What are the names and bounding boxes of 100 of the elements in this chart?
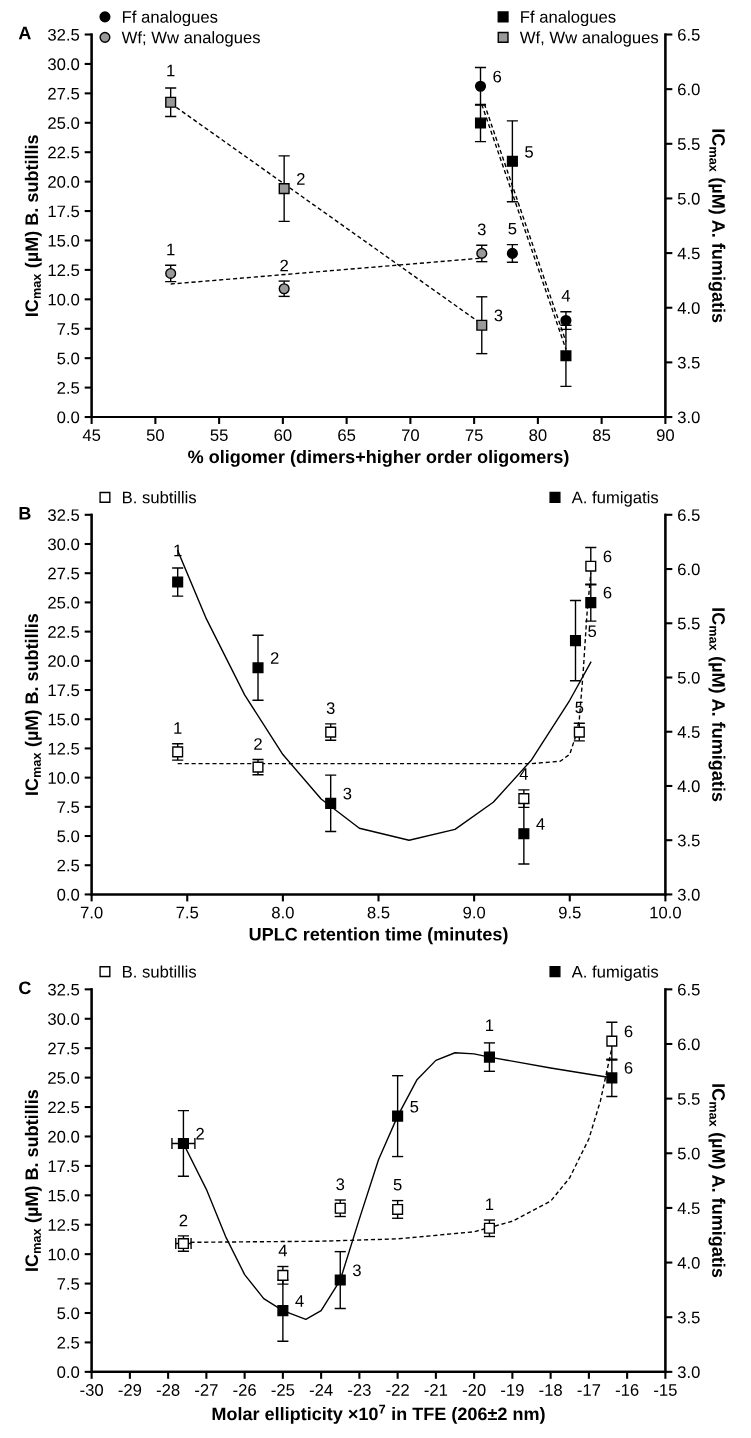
x-tick-label: 10.0 <box>650 906 681 919</box>
y-tick-label: 7.5 <box>57 1278 80 1290</box>
y2-axis-title: IC$_{max}$ (µM) A. fumigatis <box>708 608 726 802</box>
y2-tick-label: 5.0 <box>677 671 700 684</box>
x-axis-title: % oligomer (dimers+higher order oligomers) <box>188 449 569 467</box>
y2-tick-label: 4.5 <box>677 1202 700 1215</box>
y2-tick-label: 3.0 <box>677 888 700 901</box>
annotation: 2 <box>280 259 288 272</box>
y-tick-label: 0.0 <box>57 1366 80 1379</box>
y-tick-label: 32.5 <box>48 28 80 41</box>
annotation: 4 <box>519 768 528 780</box>
y-tick-label: 7.5 <box>57 323 80 335</box>
x-tick-label: 9.0 <box>463 906 486 919</box>
y-tick-label: 12.5 <box>48 264 80 277</box>
y-tick-label: 20.0 <box>48 176 80 188</box>
y-tick-label: 27.5 <box>48 87 80 100</box>
annotation: 4 <box>536 818 545 830</box>
y2-axis-title: IC$_{max}$ (µM) A. fumigatis <box>708 1084 726 1278</box>
annotation: 5 <box>575 701 584 714</box>
x-tick-label: -22 <box>386 1384 409 1396</box>
x-tick-label: 7.5 <box>176 906 199 919</box>
y-tick-label: 30.0 <box>48 1013 80 1025</box>
x-tick-label: -29 <box>118 1384 142 1396</box>
y2-tick-label: 5.5 <box>677 1093 700 1105</box>
y2-tick-label: 3.0 <box>677 411 700 424</box>
annotation: 5 <box>410 1100 419 1113</box>
y-tick-label: 5.0 <box>57 830 80 843</box>
y-tick-label: 15.0 <box>48 1189 80 1202</box>
annotation: 1 <box>167 64 175 77</box>
x-tick-label: 8.5 <box>367 906 390 919</box>
annotation: 6 <box>624 1061 633 1074</box>
y-tick-label: 2.5 <box>57 382 80 394</box>
legend-label: Wf, Ww analogues <box>519 31 659 47</box>
x-tick-label: 90 <box>656 429 674 442</box>
x-tick-label: -27 <box>195 1384 218 1396</box>
annotation: 2 <box>179 1214 188 1227</box>
y-tick-label: 12.5 <box>48 742 80 755</box>
annotation: 4 <box>278 1244 288 1257</box>
x-tick-label: -15 <box>654 1384 677 1396</box>
y2-tick-label: 6.0 <box>678 1038 700 1051</box>
y-tick-label: 0.0 <box>57 888 80 901</box>
annotation: 3 <box>336 1178 345 1191</box>
legend-label: Ff analogues <box>521 10 616 27</box>
y-tick-label: 5.0 <box>57 352 80 365</box>
annotation: 1 <box>486 1019 494 1032</box>
y-tick-label: 32.5 <box>48 983 80 996</box>
y2-tick-label: 6.5 <box>678 28 700 41</box>
legend-label: A. fumigatis <box>571 491 659 507</box>
y2-tick-label: 3.0 <box>677 1366 700 1379</box>
x-tick-label: 7.0 <box>80 906 103 919</box>
y-tick-label: 20.0 <box>48 655 80 668</box>
x-tick-label: -23 <box>348 1384 371 1396</box>
annotation: 3 <box>343 787 352 800</box>
y2-tick-label: 6.0 <box>678 563 700 576</box>
y2-tick-label: 3.5 <box>677 834 700 847</box>
y2-tick-label: 4.0 <box>677 1256 700 1269</box>
y2-tick-label: 4.0 <box>677 780 700 793</box>
x-tick-label: -26 <box>233 1384 256 1396</box>
y-tick-label: 10.0 <box>48 772 80 784</box>
y2-tick-label: 6.5 <box>678 983 700 996</box>
annotation: 5 <box>508 222 517 235</box>
x-tick-label: 65 <box>338 429 356 442</box>
annotation: 3 <box>477 223 486 236</box>
annotation: 6 <box>603 550 612 563</box>
annotation: 2 <box>270 652 279 664</box>
y-tick-label: 22.5 <box>48 1101 80 1114</box>
annotation: 2 <box>297 173 305 185</box>
x-tick-label: -28 <box>156 1384 180 1396</box>
chart-title: B <box>19 507 31 520</box>
x-tick-label: 60 <box>274 429 292 442</box>
chart-title: C <box>19 981 31 995</box>
annotation: 5 <box>588 625 597 638</box>
y2-axis-title: IC$_{max}$ (µM) A. fumigatis <box>708 129 726 323</box>
annotation: 3 <box>494 309 503 322</box>
x-axis-title: Molar ellipticity ×10$^{7}$ in TFE (206±2 nm) <box>212 1404 545 1424</box>
y2-tick-label: 5.0 <box>677 1147 700 1160</box>
legend-label: B. subtillis <box>122 965 197 978</box>
x-tick-label: 85 <box>593 429 611 442</box>
annotation: 5 <box>393 1178 402 1191</box>
y2-tick-label: 3.5 <box>677 1311 700 1324</box>
y2-tick-label: 4.0 <box>677 302 700 314</box>
x-tick-label: -30 <box>80 1384 104 1396</box>
annotation: 2 <box>196 1127 204 1140</box>
y-tick-label: 2.5 <box>57 1336 80 1349</box>
y2-tick-label: 6.5 <box>678 509 700 522</box>
y-tick-label: 12.5 <box>48 1219 80 1231</box>
y-tick-label: 7.5 <box>57 801 80 814</box>
y-tick-label: 10.0 <box>48 293 80 306</box>
x-tick-label: 8.0 <box>272 906 294 919</box>
annotation: 1 <box>174 722 182 734</box>
y-tick-label: 30.0 <box>48 58 80 71</box>
x-tick-label: 80 <box>529 429 547 442</box>
y2-tick-label: 5.5 <box>677 617 700 630</box>
x-tick-label: 45 <box>82 429 101 442</box>
annotation: 3 <box>326 702 335 715</box>
y-tick-label: 10.0 <box>48 1248 80 1261</box>
y-tick-label: 15.0 <box>48 713 80 726</box>
annotation: 1 <box>486 1198 494 1211</box>
y2-tick-label: 6.0 <box>678 83 700 96</box>
y-tick-label: 15.0 <box>48 234 80 247</box>
